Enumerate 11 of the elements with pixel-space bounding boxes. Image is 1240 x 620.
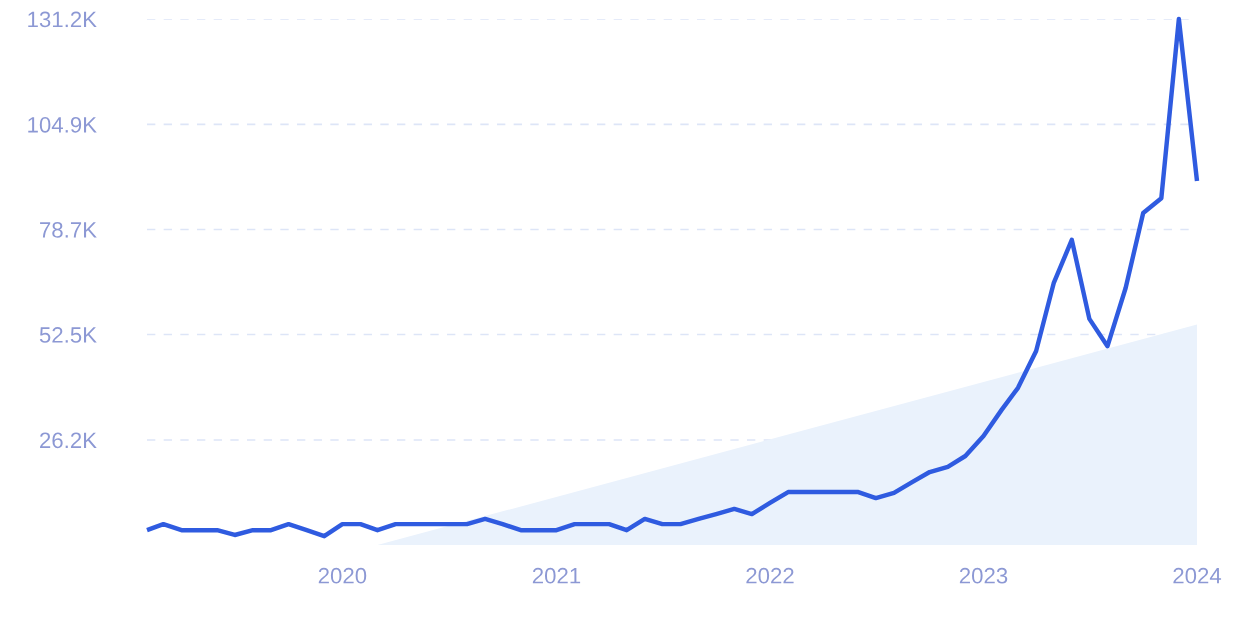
x-tick-label: 2021 — [532, 567, 581, 584]
y-tick-label: 52.5K — [39, 327, 97, 343]
x-tick-label: 2024 — [1173, 567, 1222, 584]
y-tick-label: 26.2K — [40, 432, 97, 449]
y-tick-label: 131.2K — [28, 11, 97, 28]
y-tick-label: 104.9K — [28, 116, 97, 133]
x-tick-label: 2020 — [318, 567, 367, 584]
line-series — [144, 16, 1200, 539]
x-tick-label: 2022 — [746, 567, 794, 584]
x-tick-label: 2023 — [959, 567, 1008, 584]
y-tick-label: 78.7K — [40, 222, 97, 238]
